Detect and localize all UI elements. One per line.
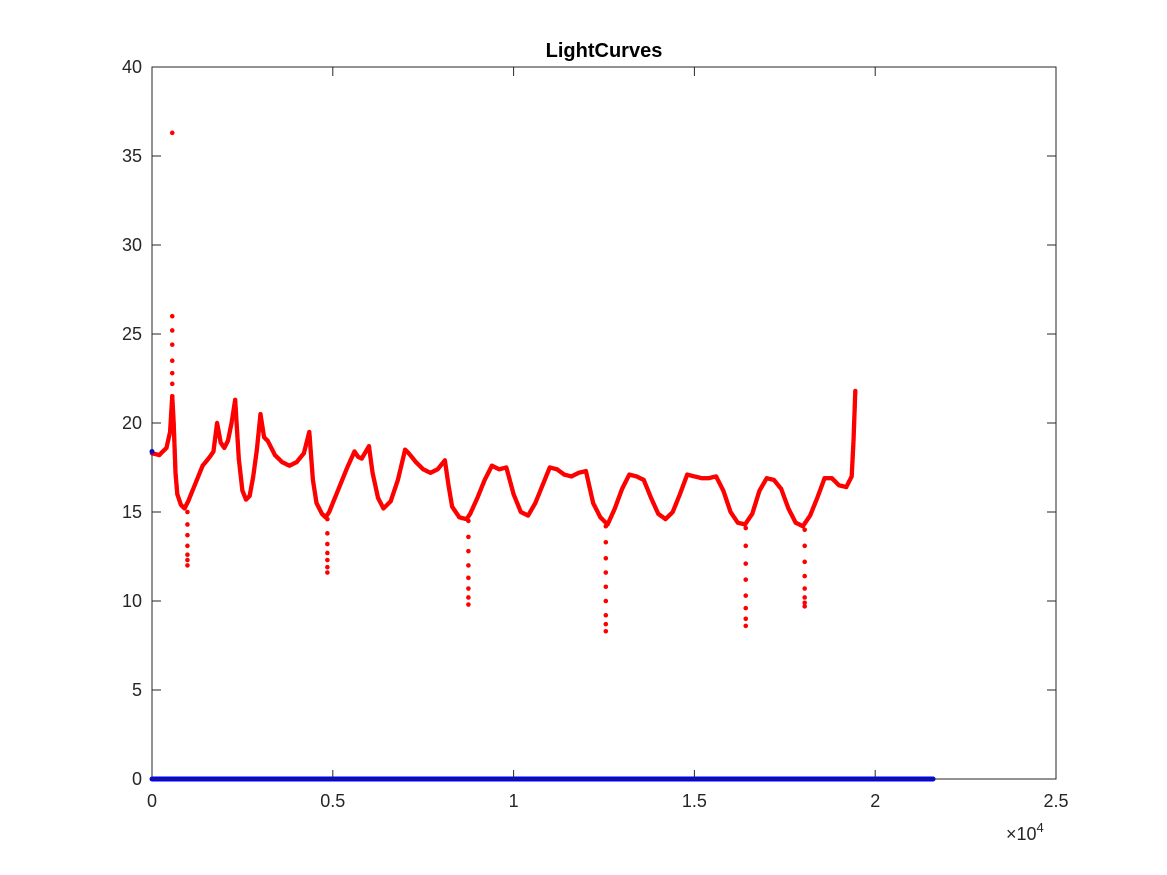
y-axis: 0 5 10 15 20 25 30 35 40 (122, 57, 1056, 789)
data-point (853, 388, 858, 394)
data-point (325, 570, 330, 575)
data-point (185, 509, 190, 515)
data-point (802, 559, 807, 565)
data-point (169, 342, 175, 347)
data-point (743, 616, 749, 622)
data-point (325, 564, 330, 570)
data-series (149, 388, 858, 529)
data-point (743, 543, 749, 549)
data-point (325, 516, 330, 522)
y-tick-label: 25 (122, 324, 142, 344)
data-point (169, 358, 175, 364)
axes-box (151, 66, 1057, 780)
data-point (325, 541, 330, 547)
y-tick-label: 20 (122, 413, 142, 433)
data-point (325, 550, 330, 556)
data-point (466, 595, 471, 600)
data-point (185, 532, 190, 538)
data-point (603, 612, 609, 618)
data-point (603, 570, 609, 575)
data-point (185, 557, 190, 563)
data-point (466, 563, 471, 568)
data-point (185, 563, 190, 568)
data-point (802, 573, 807, 579)
x-tick-label: 1 (509, 791, 519, 811)
data-point (169, 394, 175, 399)
data-point (603, 621, 609, 627)
data-point (185, 552, 190, 558)
data-series (169, 130, 807, 634)
y-tick-label: 0 (132, 769, 142, 789)
data-point (802, 586, 807, 591)
data-point (169, 370, 175, 376)
data-point (325, 531, 330, 536)
x-axis: 0 0.5 1 1.5 2 2.5 (147, 67, 1069, 811)
data-point (743, 605, 749, 611)
x-tick-label: 2.5 (1043, 791, 1068, 811)
data-point (603, 523, 609, 529)
data-point (325, 557, 330, 563)
data-point (743, 577, 749, 582)
chart-title: LightCurves (546, 40, 663, 62)
data-point (466, 518, 471, 524)
data-point (185, 543, 190, 549)
data-point (466, 586, 471, 591)
data-point (185, 522, 190, 527)
y-tick-label: 10 (122, 591, 142, 611)
y-tick-label: 35 (122, 146, 142, 166)
data-point (603, 555, 609, 561)
data-point (603, 628, 609, 634)
data-point (802, 543, 807, 549)
data-point (802, 600, 807, 606)
data-point (169, 381, 175, 387)
data-point (466, 575, 471, 581)
data-point (802, 604, 807, 609)
data-point (743, 525, 749, 531)
x-tick-label: 1.5 (682, 791, 707, 811)
data-point (466, 602, 471, 607)
data-point (169, 313, 175, 319)
data-point (466, 534, 471, 540)
data-point (603, 598, 609, 604)
plot-area (149, 130, 936, 782)
x-tick-label: 0.5 (320, 791, 345, 811)
y-tick-label: 15 (122, 502, 142, 522)
data-point (743, 623, 749, 629)
y-tick-label: 30 (122, 235, 142, 255)
data-point (466, 548, 471, 554)
data-point (802, 595, 807, 600)
x-exponent-label: ×104 (1006, 820, 1044, 844)
data-point (603, 539, 609, 545)
y-tick-label: 5 (132, 680, 142, 700)
data-point (743, 593, 749, 598)
y-tick-label: 40 (122, 57, 142, 77)
data-point (169, 130, 175, 136)
data-point (802, 527, 807, 533)
data-point (169, 328, 175, 333)
data-point (743, 561, 749, 566)
x-tick-label: 2 (870, 791, 880, 811)
x-tick-label: 0 (147, 791, 157, 811)
data-point (603, 584, 609, 590)
